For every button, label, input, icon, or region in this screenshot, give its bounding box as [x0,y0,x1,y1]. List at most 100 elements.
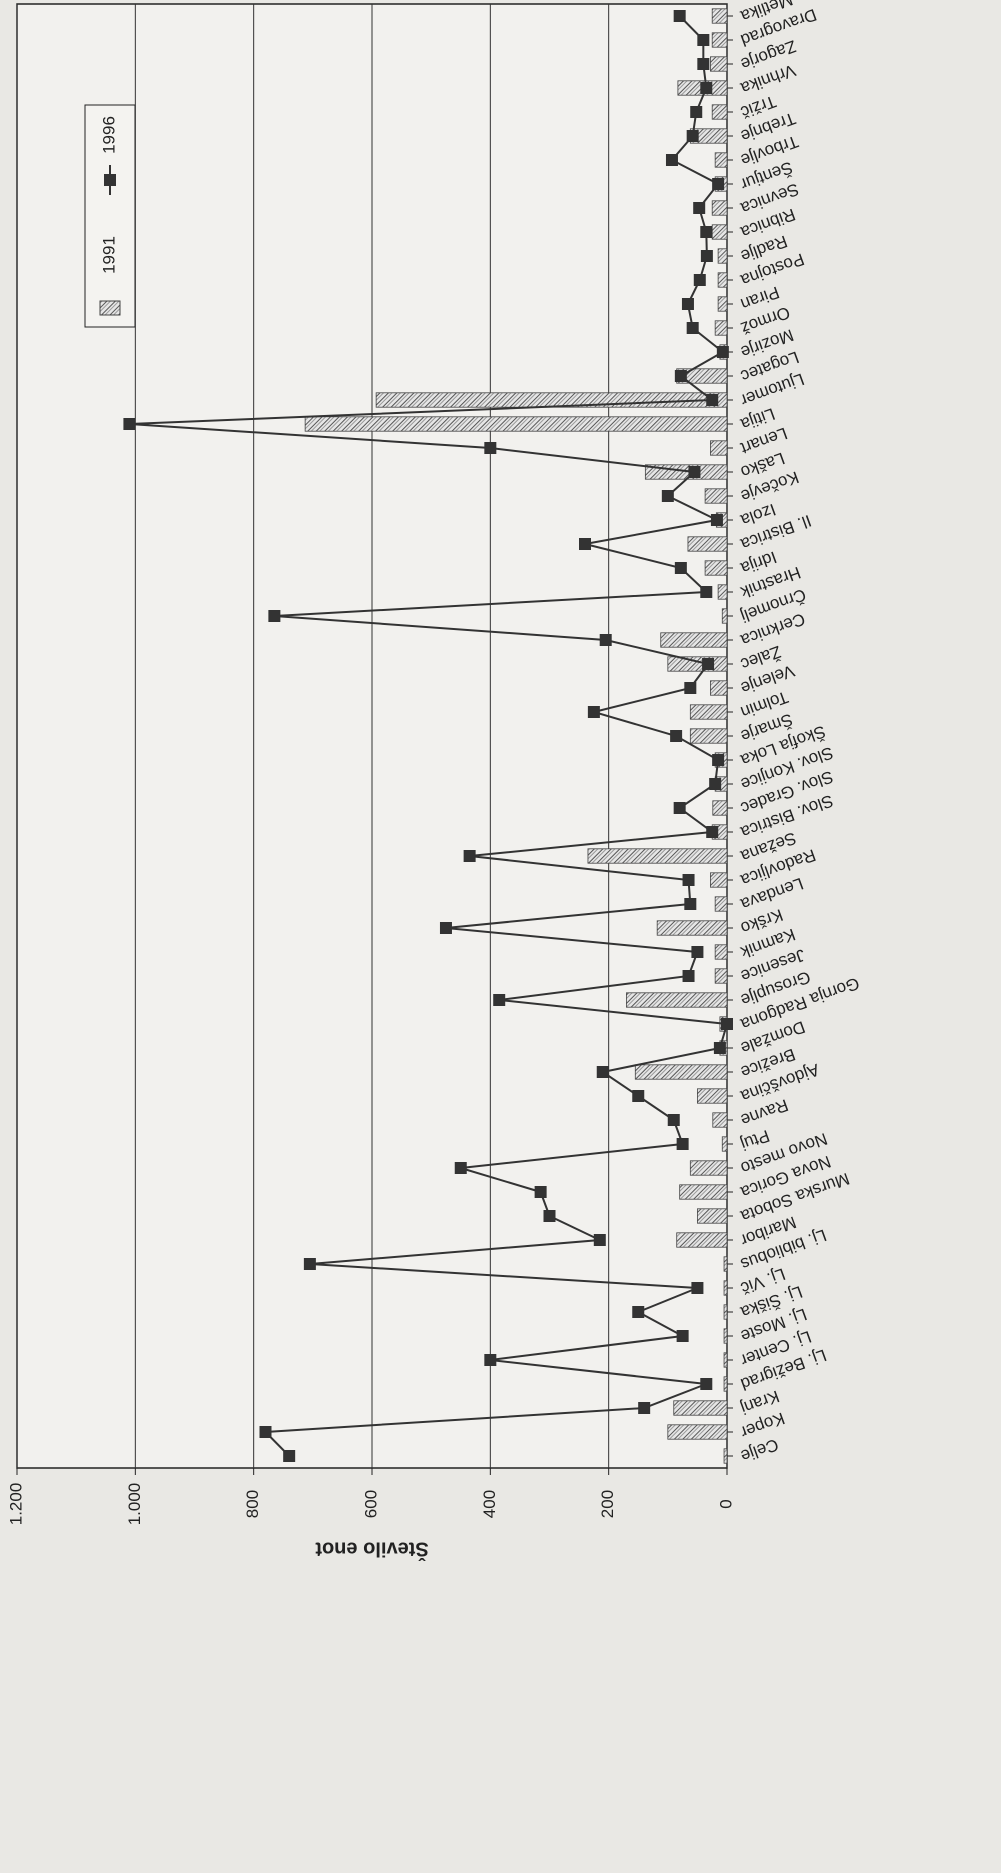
bar [634,1064,728,1080]
marker [716,346,729,358]
marker [484,1354,497,1366]
marker [259,1426,272,1438]
bar [723,1280,728,1296]
bar [673,1400,728,1416]
bar [375,392,728,408]
legend-label: 1996 [99,116,118,154]
bar [679,1184,728,1200]
bar [723,1448,728,1464]
bar [687,536,728,552]
bar [660,632,728,648]
bar [721,608,728,624]
marker [587,706,600,718]
bar [714,968,728,984]
marker [593,1234,606,1246]
marker [665,154,678,166]
marker [670,730,683,742]
marker [712,754,725,766]
legend-label: 1991 [99,236,118,274]
bar [714,944,728,960]
marker [710,514,723,526]
y-tick-label: 1.200 [6,1483,25,1526]
marker [543,1210,556,1222]
marker [534,1186,547,1198]
marker [697,34,710,46]
marker [721,1018,733,1030]
marker [268,610,281,622]
bar [714,896,728,912]
y-tick-label: 800 [243,1490,262,1518]
marker [682,970,695,982]
marker [579,538,591,550]
marker [673,802,686,814]
bar [304,416,728,432]
marker [676,1330,689,1342]
marker [439,922,452,934]
marker [709,778,722,790]
y-tick-label: 400 [480,1490,499,1518]
marker [700,226,713,238]
marker [596,1066,609,1078]
bar [704,560,728,576]
bar [587,848,728,864]
marker [706,826,719,838]
marker [712,178,725,190]
y-tick-label: 0 [716,1499,735,1508]
bar [711,224,728,240]
y-tick-label: 200 [598,1490,617,1518]
bar [712,1112,728,1128]
bar [723,1352,728,1368]
marker [686,322,699,334]
bar [626,992,728,1008]
bar [721,1136,728,1152]
y-tick-label: 1.000 [125,1483,144,1526]
y-tick-label: 600 [361,1490,380,1518]
marker [667,1114,680,1126]
marker [632,1090,645,1102]
marker [697,58,710,70]
marker [684,682,697,694]
marker [599,634,612,646]
marker [688,466,701,478]
bar [710,440,728,456]
marker [700,250,713,262]
marker [681,298,694,310]
bar [710,872,728,888]
marker [673,10,686,22]
bar [656,920,728,936]
bar [667,656,728,672]
y-axis-title: Število enot [315,1538,429,1562]
marker [706,394,719,406]
bar [717,272,728,288]
bar [704,488,728,504]
bar [689,1160,728,1176]
bar [714,320,728,336]
marker [303,1258,316,1270]
bar [723,1304,728,1320]
bar [717,584,728,600]
bar [689,704,728,720]
marker [283,1450,296,1462]
bar [697,1088,728,1104]
bar [697,1208,728,1224]
marker [693,202,706,214]
marker [691,1282,704,1294]
bar [723,1376,728,1392]
marker [661,490,674,502]
marker [484,442,497,454]
marker [690,106,703,118]
legend-swatch [99,300,121,316]
marker [691,946,704,958]
marker [463,850,476,862]
marker [686,130,699,142]
marker [454,1162,467,1174]
marker [123,418,136,430]
marker [693,274,706,286]
marker [700,82,713,94]
marker [638,1402,651,1414]
bar [723,1256,728,1272]
bar [711,200,728,216]
bar [723,1328,728,1344]
bar [711,104,728,120]
